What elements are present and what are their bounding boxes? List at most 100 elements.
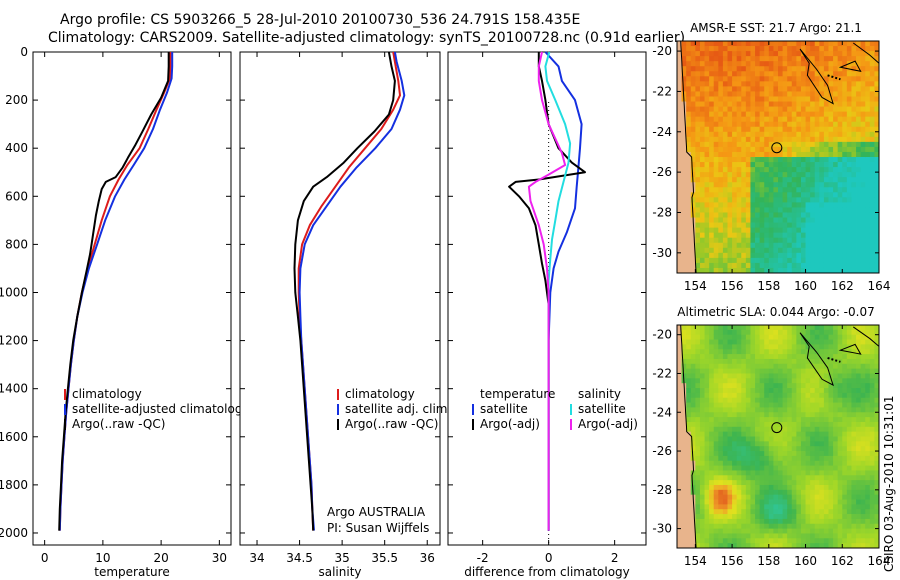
map-cell (865, 528, 871, 534)
map-cell (681, 51, 687, 57)
map-cell (690, 441, 696, 447)
map-cell (823, 111, 829, 118)
map-cell (699, 489, 705, 496)
map-cell (787, 41, 793, 47)
map-cell (727, 509, 733, 515)
map-cell (865, 66, 871, 72)
map-cell (833, 267, 839, 274)
map-cell (745, 397, 751, 403)
map-cell (874, 46, 880, 52)
map-cell (745, 354, 751, 360)
map-cell (810, 436, 816, 442)
map-cell (736, 465, 742, 471)
map-cell (833, 368, 839, 374)
map-cell (874, 460, 880, 466)
map-cell (810, 475, 816, 481)
map-cell (860, 131, 866, 138)
map-cell (695, 202, 701, 208)
map-cell (677, 141, 682, 148)
map-cell (759, 514, 765, 520)
map-cell (677, 81, 682, 87)
map-cell (773, 475, 779, 481)
map-cell (755, 358, 761, 365)
map-cell (713, 91, 719, 97)
map-cell (823, 242, 829, 249)
map-cell (722, 373, 728, 379)
map-cell (856, 354, 862, 360)
map-cell (796, 267, 802, 274)
map-cell (869, 157, 875, 163)
map-cell (718, 368, 724, 374)
map-cell (768, 187, 774, 193)
sst-map-lat-label: -30 (652, 246, 672, 260)
map-cell (755, 232, 761, 239)
map-cell (741, 111, 747, 118)
map-cell (856, 136, 862, 143)
map-cell (677, 460, 682, 466)
map-cell (686, 106, 692, 113)
map-cell (837, 51, 843, 57)
map-cell (810, 56, 816, 62)
map-cell (865, 146, 871, 153)
map-cell (699, 378, 705, 384)
map-cell (686, 499, 692, 505)
map-cell (782, 528, 788, 534)
map-cell (741, 91, 747, 97)
map-cell (677, 329, 682, 336)
map-cell (713, 202, 719, 208)
map-cell (837, 514, 843, 520)
map-cell (782, 455, 788, 462)
map-cell (764, 212, 770, 218)
map-cell (695, 455, 701, 462)
map-cell (695, 436, 701, 442)
map-cell (851, 151, 857, 158)
map-cell (709, 543, 715, 549)
map-cell (837, 378, 843, 384)
map-cell (709, 136, 715, 143)
difference-series-1-line (508, 52, 586, 531)
map-cell (791, 446, 797, 452)
map-cell (704, 392, 710, 399)
map-cell (782, 412, 788, 418)
map-cell (842, 383, 848, 389)
map-cell (686, 489, 692, 496)
map-cell (837, 172, 843, 178)
map-cell (750, 334, 756, 340)
map-cell (750, 455, 756, 462)
map-cell (741, 162, 747, 168)
map-cell (805, 426, 811, 433)
map-cell (846, 378, 852, 384)
map-cell (814, 187, 820, 193)
map-cell (773, 543, 779, 549)
map-cell (865, 494, 871, 500)
map-cell (736, 252, 742, 259)
map-cell (755, 397, 761, 403)
map-cell (745, 106, 751, 113)
sla-map-lat-label: -22 (652, 366, 672, 380)
map-cell (713, 518, 719, 525)
map-cell (713, 71, 719, 77)
map-cell (814, 242, 820, 249)
map-cell (874, 325, 880, 331)
map-cell (800, 141, 806, 148)
map-cell (773, 66, 779, 72)
map-cell (782, 227, 788, 234)
map-cell (837, 480, 843, 486)
map-cell (860, 162, 866, 168)
map-cell (677, 412, 682, 418)
sst-map-reef-contour-2 (838, 60, 862, 72)
map-cell (750, 207, 756, 213)
map-cell (805, 182, 811, 188)
map-cell (796, 368, 802, 374)
depth-tick-label: 600 (5, 189, 28, 203)
depth-tick-label: 1600 (0, 430, 28, 444)
map-cell (874, 267, 880, 274)
map-cell (828, 212, 834, 218)
map-cell (768, 111, 774, 118)
map-cell (713, 177, 719, 183)
map-cell (713, 514, 719, 520)
map-cell (796, 354, 802, 360)
map-cell (773, 172, 779, 178)
map-cell (814, 96, 820, 102)
map-cell (764, 368, 770, 374)
